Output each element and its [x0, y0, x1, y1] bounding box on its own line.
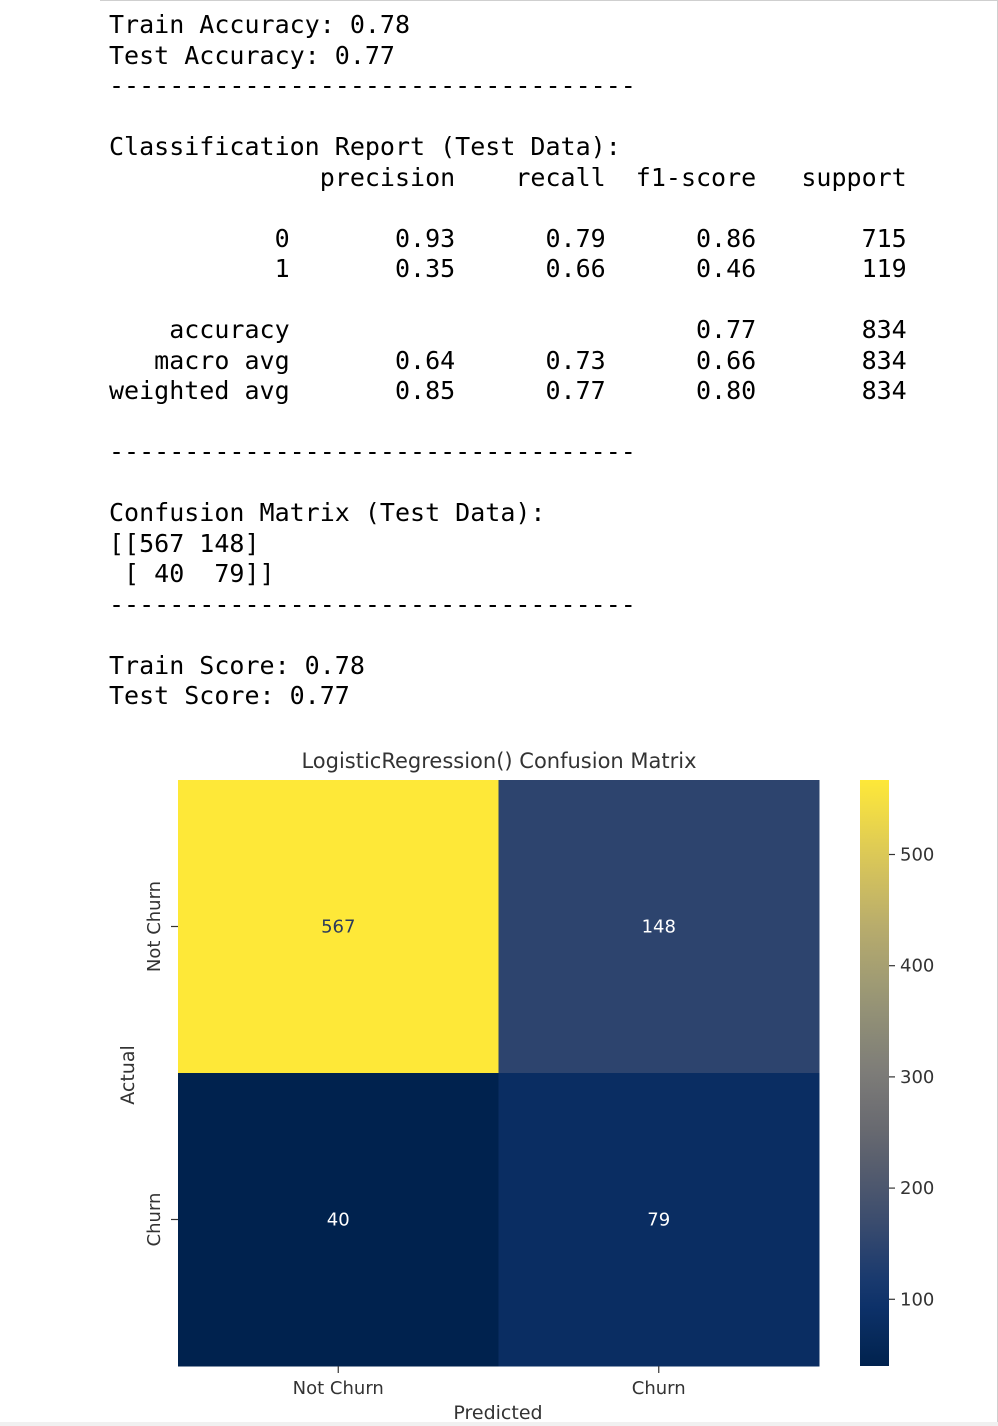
colorbar-tick-label: 100	[900, 1289, 934, 1310]
console-line: Train Score: 0.78	[109, 650, 365, 680]
console-line: -----------------------------------	[109, 589, 636, 619]
console-line: [[567 148]	[109, 528, 260, 558]
confusion-matrix-chart: LogisticRegression() Confusion Matrix 56…	[117, 749, 934, 1424]
chart-title: LogisticRegression() Confusion Matrix	[301, 749, 696, 773]
colorbar-tick-label: 200	[900, 1178, 934, 1199]
x-tick-label: Not Churn	[293, 1378, 384, 1399]
heatmap-annotation: 148	[642, 917, 676, 938]
x-tick-label: Churn	[632, 1378, 686, 1399]
heatmap-annotation: 79	[647, 1210, 670, 1231]
heatmap-annotation: 40	[327, 1210, 350, 1231]
heatmap-cell	[498, 780, 820, 1074]
console-line: -----------------------------------	[109, 437, 636, 466]
console-line: Test Score: 0.77	[109, 681, 350, 710]
x-axis-ticks: Not Churn Churn	[293, 1366, 686, 1399]
x-axis-label: Predicted	[453, 1402, 542, 1424]
console-line: Classification Report (Test Data):	[109, 132, 621, 161]
y-tick-label: Not Churn	[144, 881, 165, 972]
console-line: -----------------------------------	[109, 71, 636, 100]
console-line: 0 0.93 0.79 0.86 715	[109, 223, 907, 253]
heatmap-cell	[178, 1073, 499, 1367]
console-line: accuracy 0.77 834	[109, 315, 907, 344]
console-line: [ 40 79]]	[109, 559, 275, 588]
colorbar-tick-label: 500	[900, 845, 934, 866]
y-tick-label: Churn	[144, 1193, 165, 1247]
colorbar-tick-label: 300	[900, 1067, 934, 1088]
colorbar-tick-label: 400	[900, 956, 934, 977]
heatmap-cell	[178, 780, 499, 1074]
bottom-band	[0, 1422, 998, 1426]
console-line: Test Accuracy: 0.77	[109, 40, 395, 70]
console-line: weighted avg 0.85 0.77 0.80 834	[109, 376, 907, 405]
console-line: macro avg 0.64 0.73 0.66 834	[109, 345, 907, 375]
y-axis-ticks: Not Churn Churn	[144, 881, 178, 1247]
console-line: precision recall f1-score support	[109, 162, 907, 192]
console-line: Confusion Matrix (Test Data):	[109, 498, 546, 527]
colorbar	[860, 780, 889, 1366]
console-line: 1 0.35 0.66 0.46 119	[109, 254, 907, 283]
colorbar-ticks: 100 200 300 400 500	[889, 845, 934, 1310]
heatmap-cell	[498, 1073, 820, 1367]
heatmap-annotation: 567	[321, 917, 355, 938]
heatmap-cells	[178, 780, 820, 1367]
y-axis-label: Actual	[117, 1045, 139, 1105]
heatmap-annotations: 567 148 40 79	[321, 917, 676, 1231]
console-line: Train Accuracy: 0.78	[109, 10, 411, 39]
console-output: Train Accuracy: 0.78 Test Accuracy: 0.77…	[109, 10, 907, 712]
cell-top-border	[100, 0, 998, 1]
